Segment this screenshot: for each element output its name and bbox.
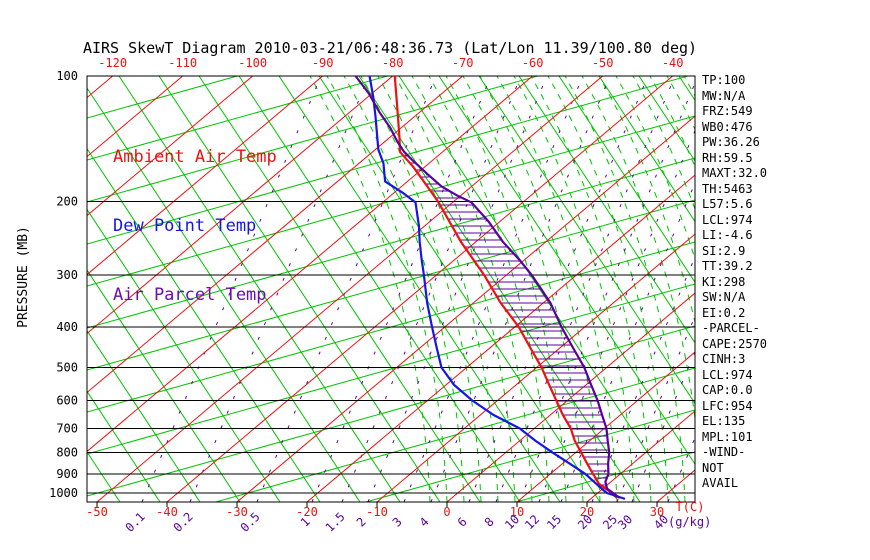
stat-row: NOT <box>702 460 724 475</box>
stat-row: CINH:3 <box>702 352 746 366</box>
stat-row: TP:100 <box>702 73 746 87</box>
pressure-axis-title: PRESSURE (MB) <box>16 226 31 328</box>
stat-row: KI:298 <box>702 274 746 289</box>
axis-tick-label: 20 <box>580 505 594 519</box>
axis-tick-label: -30 <box>226 505 248 519</box>
axis-tick-label: -70 <box>452 56 474 70</box>
axis-tick-label: -60 <box>522 56 544 70</box>
axis-tick-label: 1000 <box>49 486 78 500</box>
temp-axis-title: T(C) <box>676 500 705 514</box>
axis-tick-label: 0 <box>443 505 450 519</box>
pressure-lines <box>86 75 696 507</box>
curve-dew-point-temp <box>368 75 626 500</box>
axis-tick-label: 15 <box>544 512 564 532</box>
axis-tick-label: 30 <box>650 505 664 519</box>
stat-row: CAP:0.0 <box>702 383 753 397</box>
legend-item-dewpoint: Dew Point Temp <box>113 216 257 236</box>
cape-hatch-area <box>403 155 609 486</box>
mixing-axis-title: (g/kg) <box>668 515 711 529</box>
axis-tick-label: -20 <box>296 505 318 519</box>
stat-row: L57:5.6 <box>702 197 753 211</box>
stat-row: EI:0.2 <box>702 305 746 320</box>
stat-row: TH:5463 <box>702 181 753 196</box>
axis-tick-label: -80 <box>382 56 404 70</box>
axis-tick-label: 10 <box>510 505 524 519</box>
stat-row: MW:N/A <box>702 88 746 103</box>
stat-row: LI:-4.6 <box>702 228 753 242</box>
axis-tick-label: -90 <box>312 56 334 70</box>
axis-tick-label: 0.1 <box>123 510 148 535</box>
curve-air-parcel-temp <box>354 75 621 499</box>
stat-row: LFC:954 <box>702 398 753 413</box>
stat-row: LCL:974 <box>702 212 753 227</box>
axis-tick-label: 700 <box>56 421 78 435</box>
chart-title: AIRS SkewT Diagram 2010-03-21/06:48:36.7… <box>82 39 698 57</box>
axis-tick-label: 12 <box>522 512 542 532</box>
stat-row: LCL:974 <box>702 367 753 382</box>
stat-row: -PARCEL- <box>702 321 760 335</box>
curve-ambient-air-temp <box>393 75 618 499</box>
stats-panel: TP:100 MW:N/A FRZ:549 WB0:476 PW:36.26 RH:59.… <box>702 73 767 492</box>
axis-tick-label: 1.5 <box>323 510 348 535</box>
axis-tick-label: -40 <box>156 505 178 519</box>
stat-row: EL:135 <box>702 414 746 428</box>
axis-tick-label: -110 <box>168 56 197 70</box>
axis-tick-label: -100 <box>238 56 267 70</box>
axis-tick-label: 600 <box>56 393 78 407</box>
stat-row: RH:59.5 <box>702 150 753 165</box>
stat-row: CAPE:2570 <box>702 336 768 351</box>
axis-tick-label: 200 <box>56 195 78 209</box>
axis-tick-label: 800 <box>56 446 78 460</box>
stat-row: PW:36.26 <box>702 135 760 149</box>
stat-row: FRZ:549 <box>702 104 753 118</box>
axis-tick-label: 300 <box>56 268 78 282</box>
axis-tick-label: 6 <box>455 515 470 530</box>
axis-tick-label: -50 <box>86 505 108 519</box>
stat-row: MAXT:32.0 <box>702 166 768 180</box>
axis-tick-label: -10 <box>366 505 388 519</box>
axis-tick-label: -120 <box>98 56 127 70</box>
stat-row: MPL:101 <box>702 429 753 444</box>
stat-row: WB0:476 <box>702 119 753 134</box>
axis-tick-label: 3 <box>390 515 405 530</box>
stat-row: TT:39.2 <box>702 259 753 273</box>
axis-tick-label: -50 <box>592 56 614 70</box>
legend-item-parcel: Air Parcel Temp <box>113 285 267 305</box>
axis-tick-label: -40 <box>662 56 684 70</box>
stat-row: -WIND- <box>702 445 746 459</box>
stat-row: SI:2.9 <box>702 243 746 258</box>
axis-tick-label: 4 <box>417 515 432 530</box>
sounding-curves <box>354 75 626 500</box>
stat-row: SW:N/A <box>702 290 746 304</box>
legend-item-ambient: Ambient Air Temp <box>113 147 277 167</box>
stat-row: AVAIL <box>702 476 739 490</box>
axis-tick-label: 8 <box>482 515 497 530</box>
axis-labels: -120 -110 -100 -90 -80 -70 -60 -50 -40-50 -40 -30-… <box>16 56 711 535</box>
axis-tick-label: 100 <box>56 69 78 83</box>
axis-tick-label: 900 <box>56 467 78 481</box>
axis-tick-label: 400 <box>56 320 78 334</box>
axis-tick-label: 30 <box>615 512 635 532</box>
legend: Ambient Air Temp Dew Point Temp Air Parc… <box>113 100 277 353</box>
axis-tick-label: 500 <box>56 360 78 374</box>
